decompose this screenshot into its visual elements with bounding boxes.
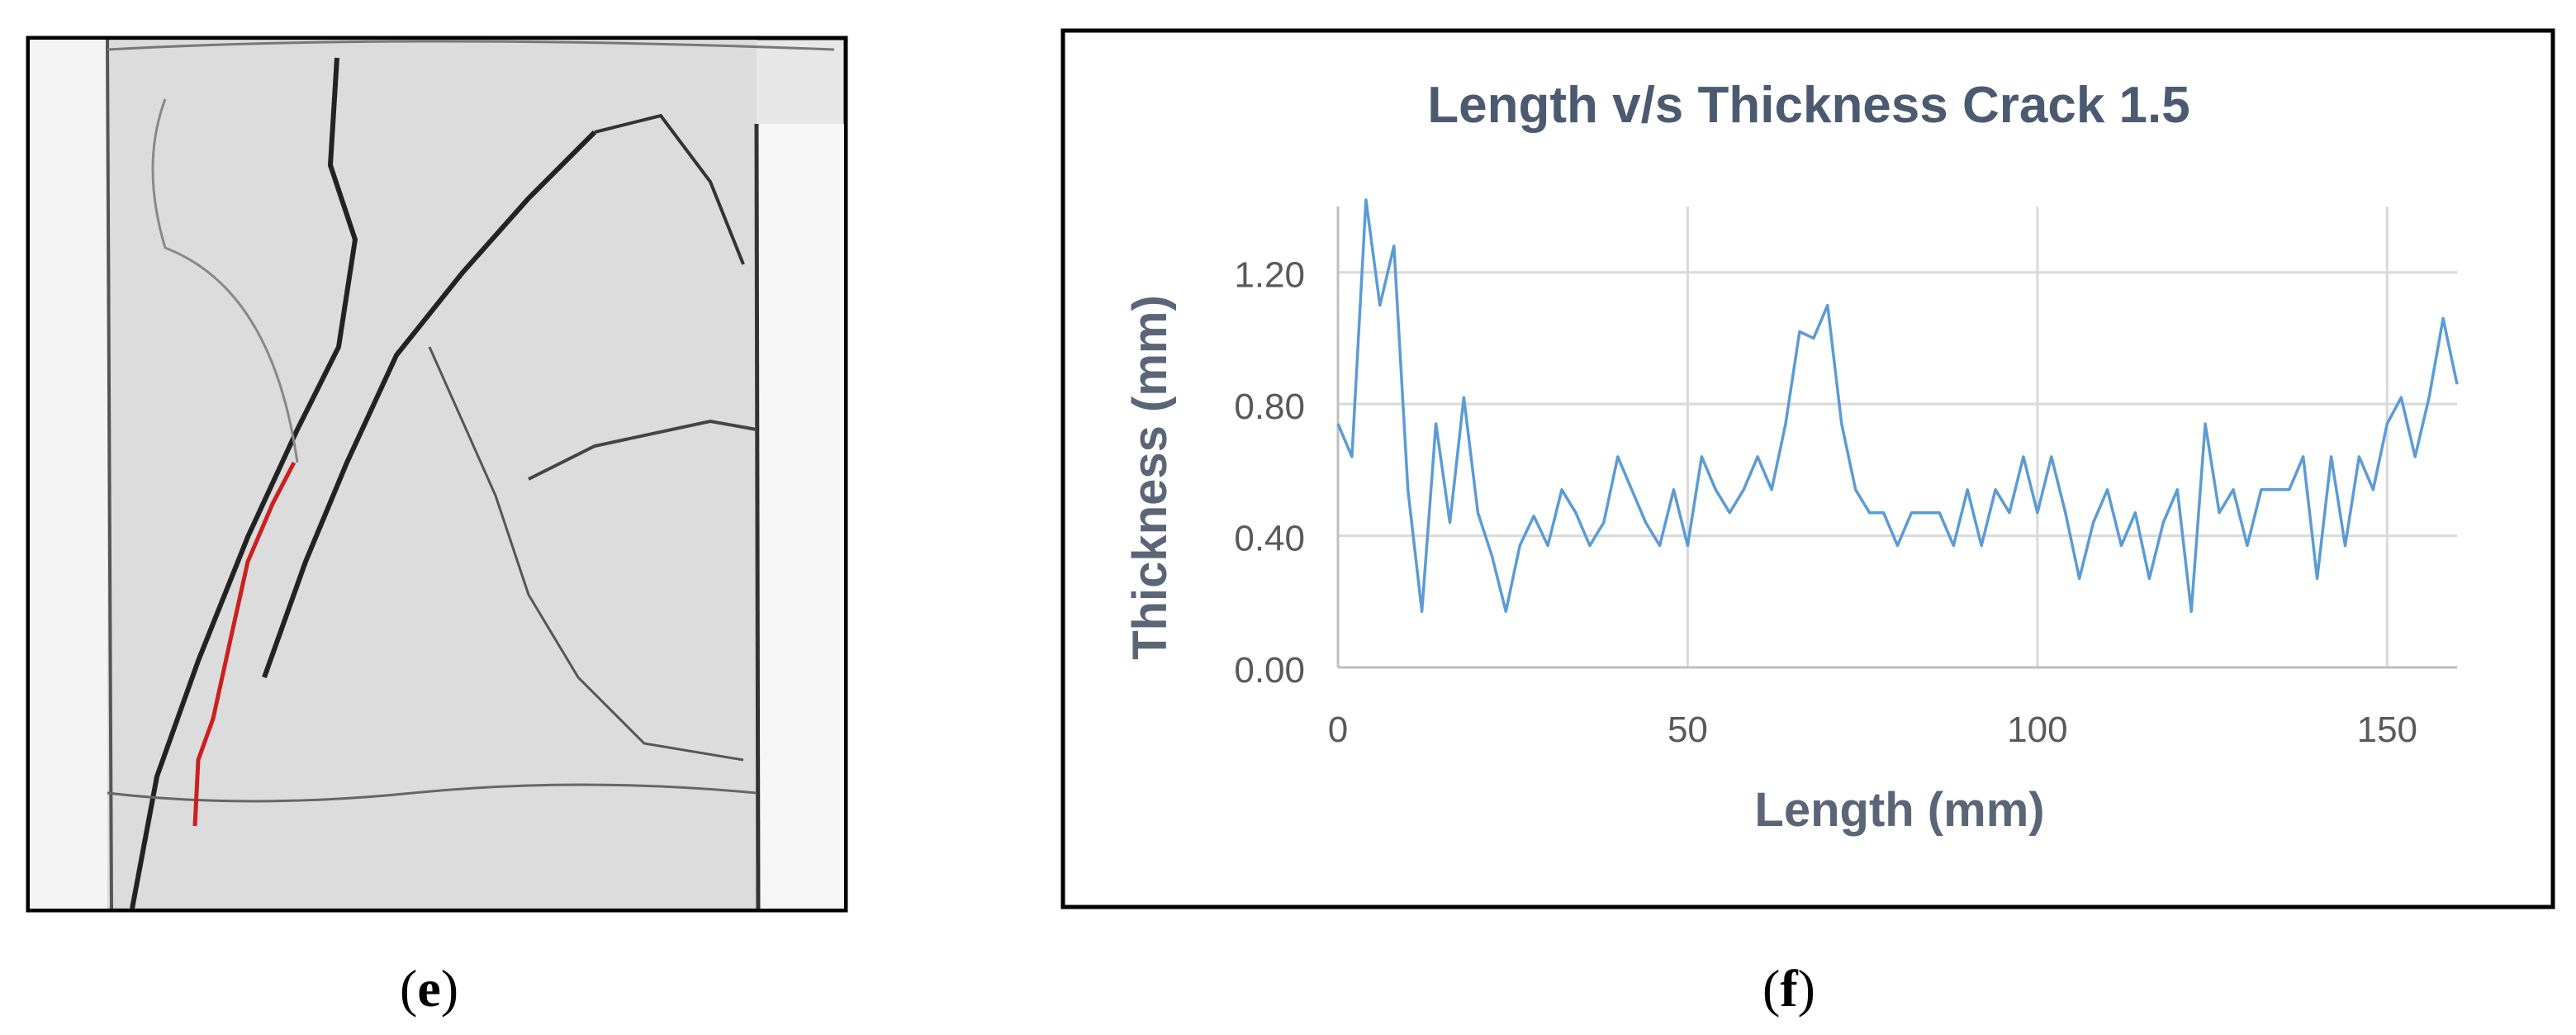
x-tick-label: 100: [2007, 710, 2067, 750]
caption-e: (e): [400, 958, 458, 1019]
right-edge-region: [757, 124, 844, 909]
y-tick-label: 0.80: [1234, 387, 1305, 427]
y-axis-label: Thickness (mm): [1123, 295, 1177, 660]
y-tick-label: 0.00: [1234, 650, 1305, 691]
chart-title: Length v/s Thickness Crack 1.5: [1427, 77, 2190, 134]
crack-photo: [28, 38, 846, 910]
y-tick-label: 1.20: [1234, 255, 1305, 296]
chart-panel: Length v/s Thickness Crack 1.5 0.00 0.40 0…: [1063, 31, 2553, 907]
caption-f-close: ): [1798, 959, 1815, 1018]
specimen-surface: [107, 40, 757, 909]
caption-f-letter: f: [1780, 959, 1797, 1018]
caption-e-close: ): [441, 959, 458, 1018]
caption-f-open: (: [1762, 959, 1780, 1018]
y-tick-label: 0.40: [1234, 519, 1305, 559]
x-axis-label: Length (mm): [1754, 783, 2044, 837]
x-tick-label: 0: [1328, 710, 1348, 750]
caption-f: (f): [1762, 958, 1815, 1019]
left-edge-region: [30, 40, 107, 909]
caption-e-letter: e: [417, 959, 440, 1018]
caption-e-open: (: [400, 959, 417, 1018]
specimen-right-edge: [757, 124, 758, 909]
x-tick-label: 150: [2357, 710, 2417, 750]
x-tick-label: 50: [1668, 710, 1708, 750]
